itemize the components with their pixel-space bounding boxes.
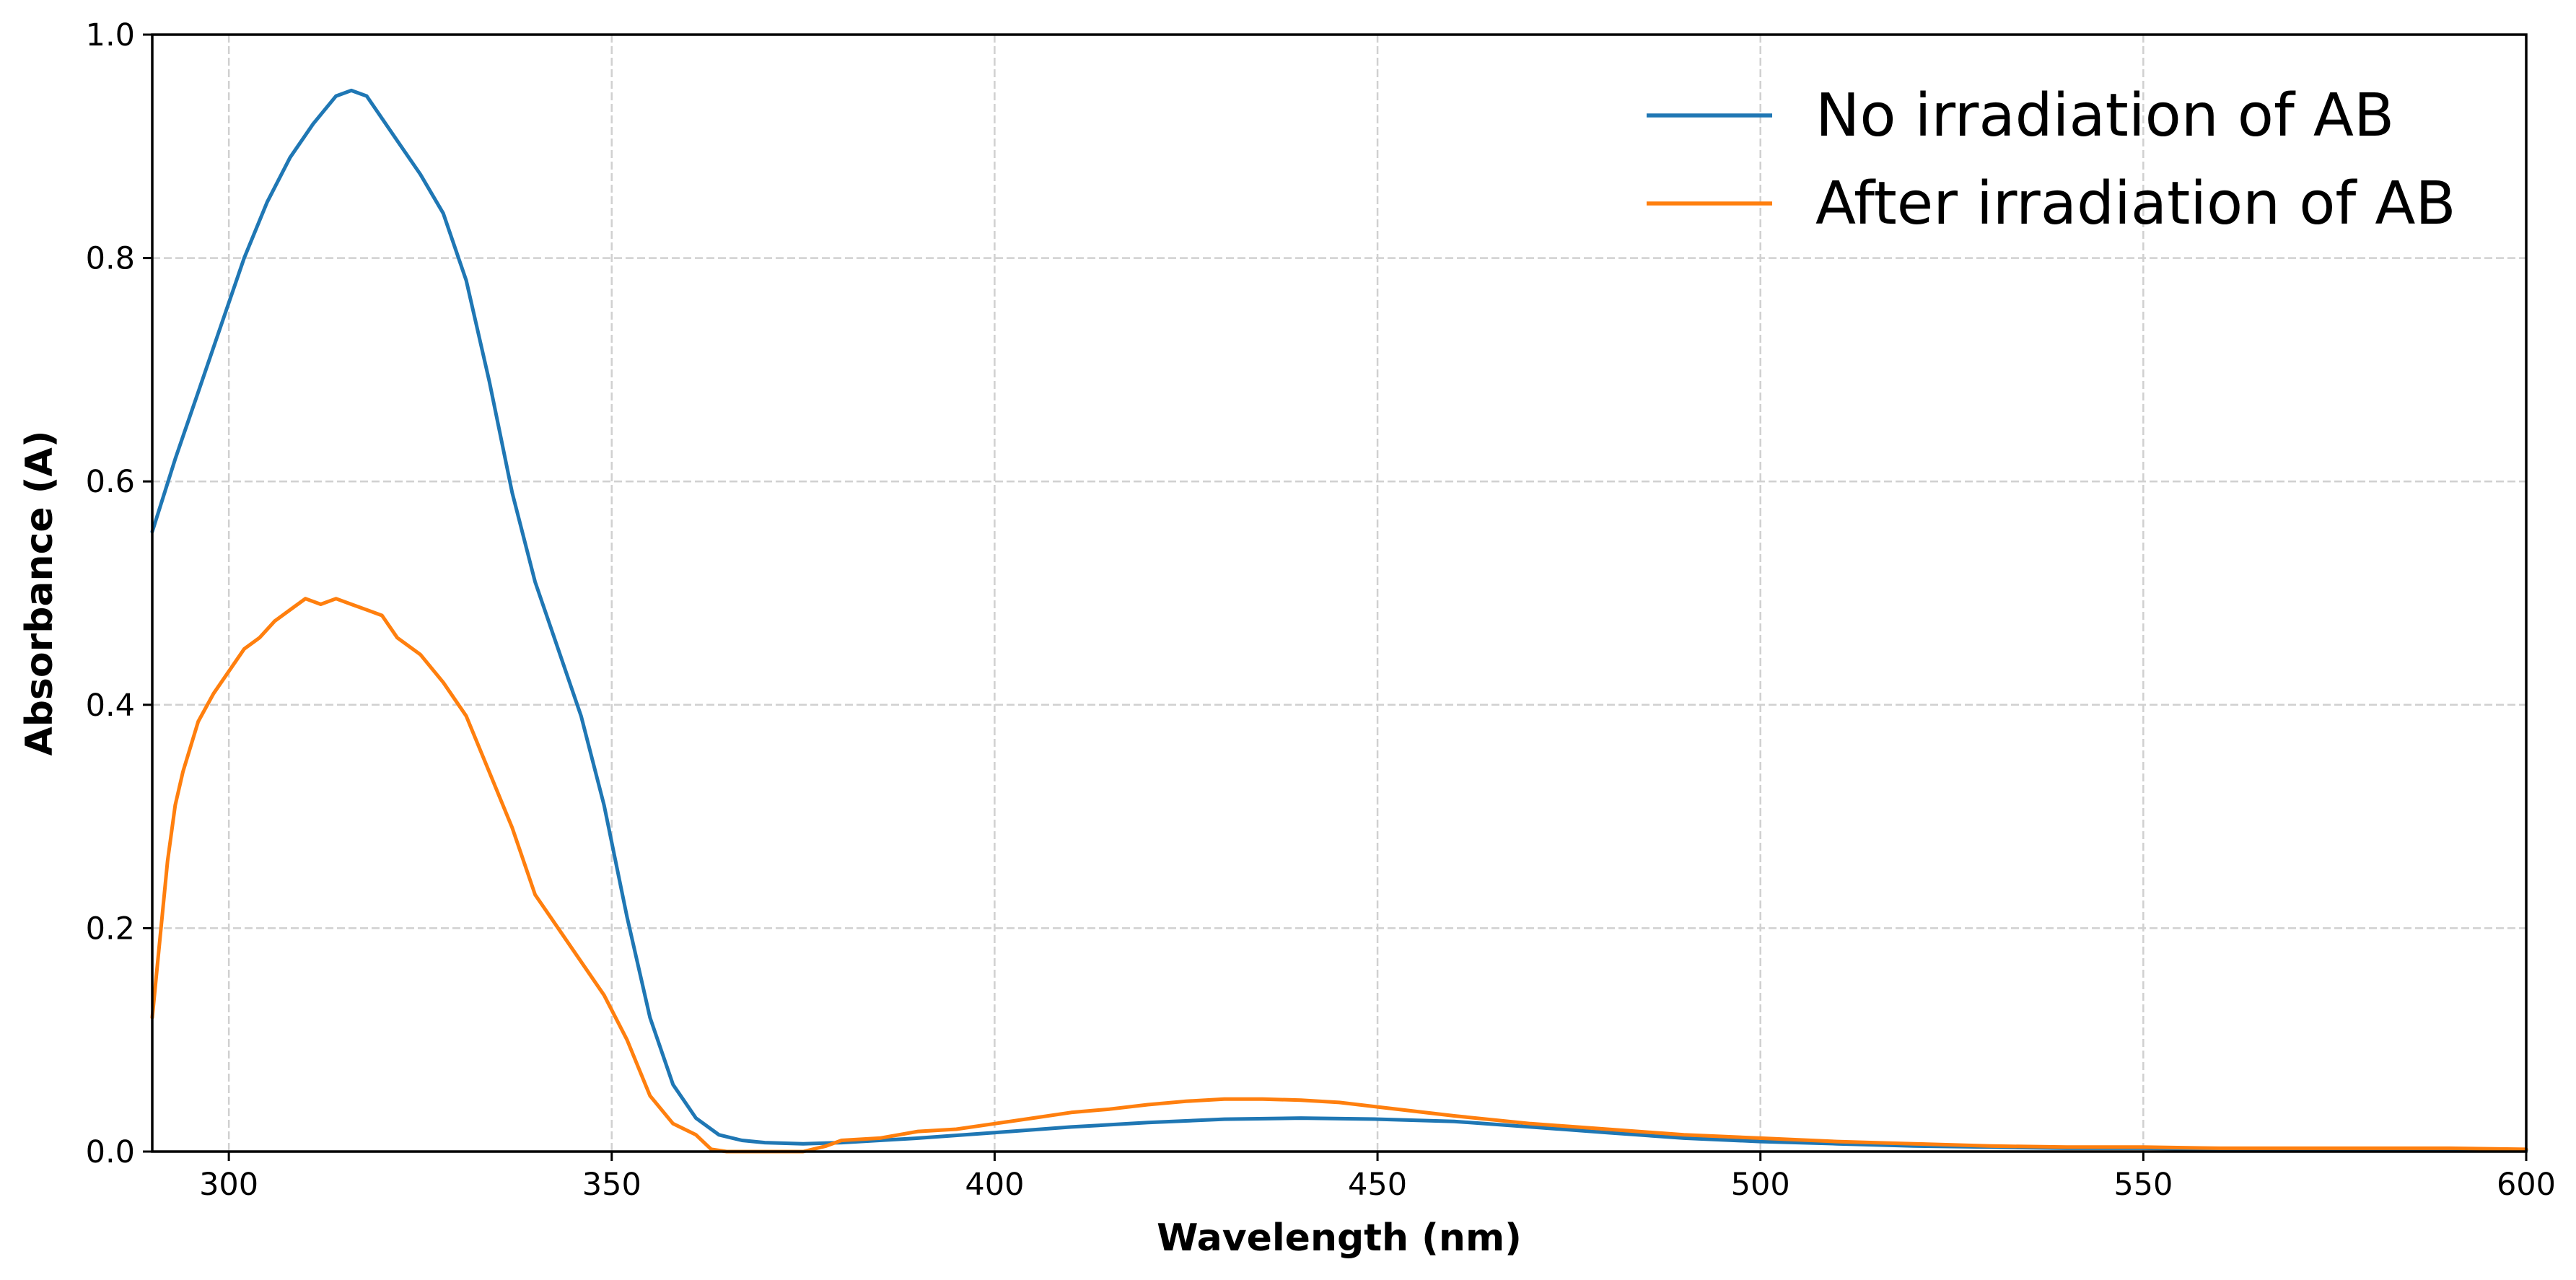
x-tick-label: 450: [1348, 1167, 1407, 1203]
y-tick-label: 0.2: [86, 911, 135, 947]
y-tick-label: 1.0: [86, 17, 135, 53]
legend-label-1: No irradiation of AB: [1815, 82, 2394, 150]
x-tick-label: 600: [2497, 1167, 2556, 1203]
y-tick-label: 0.6: [86, 464, 135, 500]
y-tick-label: 0.0: [86, 1134, 135, 1170]
x-tick-label: 350: [582, 1167, 641, 1203]
x-axis-ticks: 300 350 400 450 500 550 600: [199, 1152, 2556, 1203]
y-tick-label: 0.4: [86, 688, 135, 724]
x-axis-label: Wavelength (nm): [1157, 1217, 1522, 1260]
y-axis-ticks: 0.0 0.2 0.4 0.6 0.8 1.0: [86, 17, 152, 1170]
legend: No irradiation of AB After irradiation of…: [1647, 82, 2456, 238]
x-tick-label: 500: [1731, 1167, 1790, 1203]
x-tick-label: 550: [2113, 1167, 2173, 1203]
plot-frame: [151, 33, 2528, 1153]
y-axis-label: Absorbance (A): [18, 430, 61, 755]
grid: [152, 35, 2526, 1152]
legend-label-2: After irradiation of AB: [1815, 170, 2456, 238]
series-line-1: [150, 88, 2528, 1152]
y-tick-label: 0.8: [86, 241, 135, 277]
x-tick-label: 400: [965, 1167, 1024, 1203]
x-tick-label: 300: [199, 1167, 258, 1203]
